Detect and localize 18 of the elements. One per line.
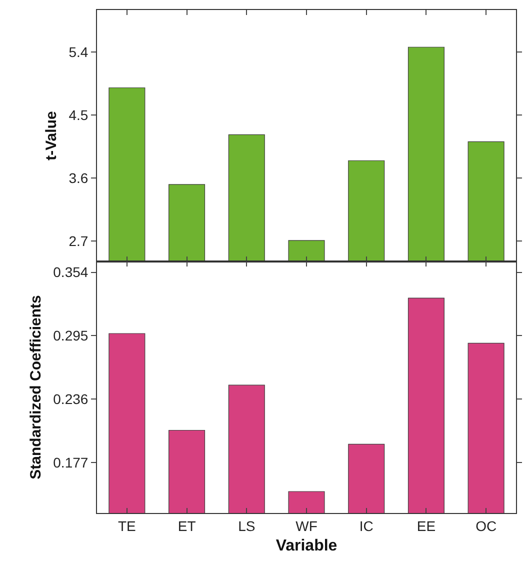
x-tick-label: IC xyxy=(359,518,374,534)
y-tick-label: 0.177 xyxy=(53,454,88,470)
x-tick-label: EE xyxy=(416,518,436,534)
y-tick-label: 4.5 xyxy=(68,106,88,123)
y-tick-label: 0.354 xyxy=(53,264,88,280)
y-tick-label: 3.6 xyxy=(68,170,88,186)
x-tick-label: WF xyxy=(296,518,318,534)
x-tick-label: OC xyxy=(476,518,497,534)
y-tick-label: 0.236 xyxy=(53,390,88,407)
x-tick-label: TE xyxy=(118,518,136,534)
y-tick-label: 5.4 xyxy=(68,44,88,60)
x-tick-label: ET xyxy=(178,518,196,534)
y-tick-label: 0.295 xyxy=(53,328,88,344)
y-axis-title: t-Value xyxy=(42,111,60,160)
y-axis-title: Standardized Coefficients xyxy=(27,295,44,480)
y-tick-label: 2.7 xyxy=(68,233,88,250)
x-axis-title: Variable xyxy=(276,538,338,554)
x-tick-label: LS xyxy=(238,518,256,534)
